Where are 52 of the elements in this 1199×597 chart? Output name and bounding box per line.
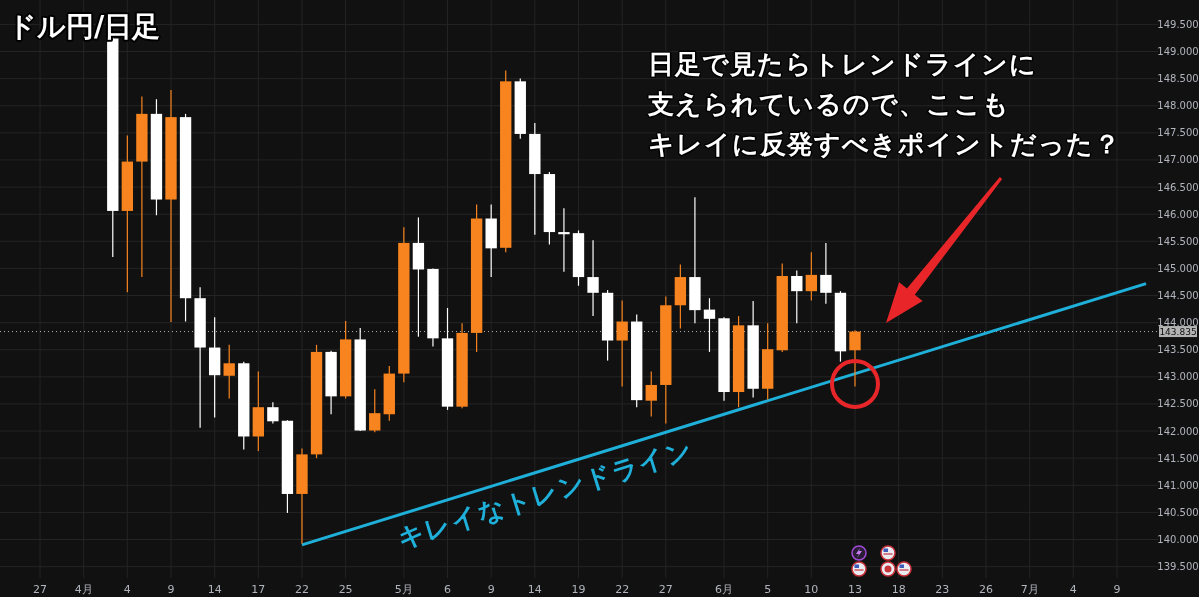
y-tick-label: 149.000 (1157, 46, 1199, 58)
x-tick-label: 6月 (715, 582, 734, 596)
y-tick-label: 143.500 (1157, 344, 1199, 356)
x-tick-label: 4 (123, 582, 131, 596)
x-tick-label: 22 (294, 582, 309, 596)
y-tick-label: 144.500 (1157, 290, 1199, 302)
x-tick-label: 27 (33, 582, 48, 596)
x-tick-label: 13 (848, 582, 862, 596)
x-tick-label: 23 (935, 582, 950, 596)
y-tick-label: 147.500 (1157, 127, 1199, 139)
x-tick-label: 22 (615, 582, 630, 596)
y-tick-label: 147.000 (1157, 154, 1199, 166)
ref-line-label: 143.835 (1159, 326, 1197, 338)
x-tick-label: 25 (338, 582, 353, 596)
x-tick-label: 6 (444, 582, 452, 596)
x-tick-label: 7月 (1020, 582, 1039, 596)
y-tick-label: 140.500 (1157, 506, 1199, 518)
y-tick-label: 142.500 (1157, 398, 1199, 410)
y-tick-label: 145.500 (1157, 235, 1199, 247)
x-tick-label: 26 (978, 582, 993, 596)
y-tick-label: 146.000 (1157, 208, 1199, 220)
x-tick-label: 5 (764, 582, 772, 596)
title: ドル円/日足 (8, 10, 161, 43)
x-tick-label: 4月 (74, 582, 93, 596)
y-tick-label: 144.000 (1157, 317, 1199, 329)
x-tick-label: 9 (1113, 582, 1121, 596)
y-tick-label: 141.000 (1157, 479, 1199, 491)
series-name: キレイなトレンドライン (393, 433, 697, 554)
annotation: 日足で見たらトレンドラインに (648, 49, 1037, 79)
y-tick-label: 148.500 (1157, 73, 1199, 85)
x-tick-label: 17 (251, 582, 266, 596)
x-tick-label: 18 (891, 582, 906, 596)
x-tick-label: 9 (167, 582, 175, 596)
y-tick-label: 149.500 (1157, 18, 1199, 30)
annotation: 支えられているので、ここも (648, 89, 1010, 119)
x-tick-label: 4 (1069, 582, 1077, 596)
y-tick-label: 143.000 (1157, 371, 1199, 383)
annotation: キレイに反発すべきポイントだった？ (648, 129, 1121, 159)
x-tick-label: 5月 (394, 582, 413, 596)
y-tick-label: 145.000 (1157, 262, 1199, 274)
x-tick-label: 27 (658, 582, 673, 596)
y-tick-label: 140.000 (1157, 534, 1199, 545)
x-tick-label: 9 (487, 582, 495, 596)
y-tick-label: 142.000 (1157, 425, 1199, 437)
y-tick-label: 146.500 (1157, 181, 1199, 193)
y-tick-label: 148.000 (1157, 100, 1199, 112)
x-tick-label: 14 (207, 582, 222, 596)
y-tick-label: 139.500 (1157, 561, 1199, 573)
y-tick-label: 141.500 (1157, 452, 1199, 464)
x-tick-label: 19 (571, 582, 586, 596)
x-tick-label: 14 (527, 582, 542, 596)
x-tick-label: 10 (804, 582, 819, 596)
